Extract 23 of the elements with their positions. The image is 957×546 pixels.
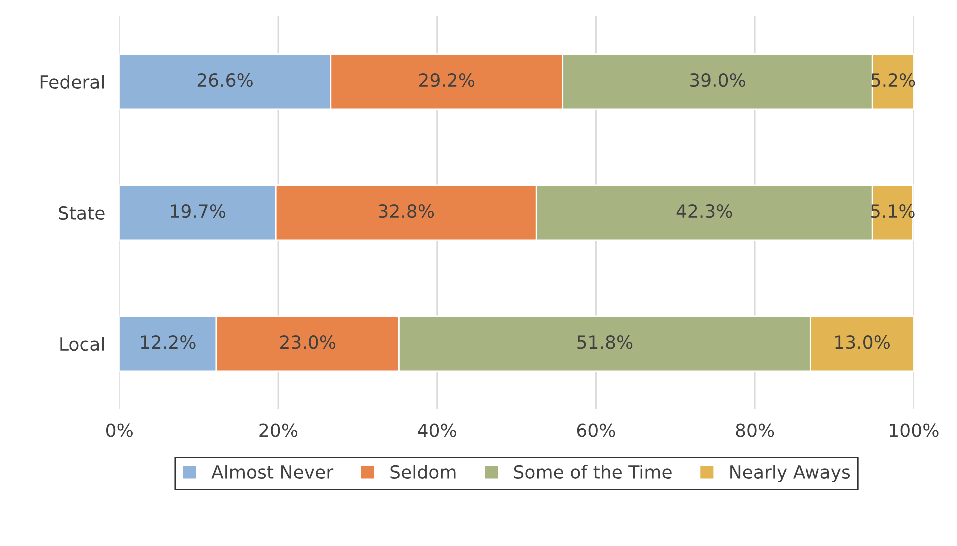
data-label: 26.6% (198, 73, 253, 88)
x-tick-label: 40% (418, 424, 456, 438)
y-tick-label: Federal (40, 75, 104, 90)
x-tick-label: 60% (577, 424, 616, 438)
legend-label: Almost Never (212, 465, 334, 480)
data-label: 51.8% (578, 336, 633, 350)
y-tick-label: Local (60, 337, 104, 352)
x-tick-label: 0% (106, 424, 133, 438)
data-label: 23.0% (280, 336, 336, 350)
legend-label: Some of the Time (514, 465, 672, 480)
data-label: 19.7% (171, 204, 226, 218)
legend-label: Nearly Aways (730, 465, 850, 483)
data-label: 13.0% (836, 336, 890, 350)
data-label: 12.2% (141, 336, 196, 350)
x-tick-label: 80% (736, 424, 774, 438)
data-label: 39.0% (690, 73, 746, 88)
x-tick-label: 20% (260, 424, 298, 438)
legend-label: Seldom (390, 465, 456, 480)
data-label: 42.3% (676, 204, 732, 218)
y-tick-label: State (59, 206, 105, 220)
data-label: 32.8% (379, 204, 434, 218)
data-label: 29.2% (420, 73, 475, 88)
x-tick-label: 100% (890, 424, 939, 438)
